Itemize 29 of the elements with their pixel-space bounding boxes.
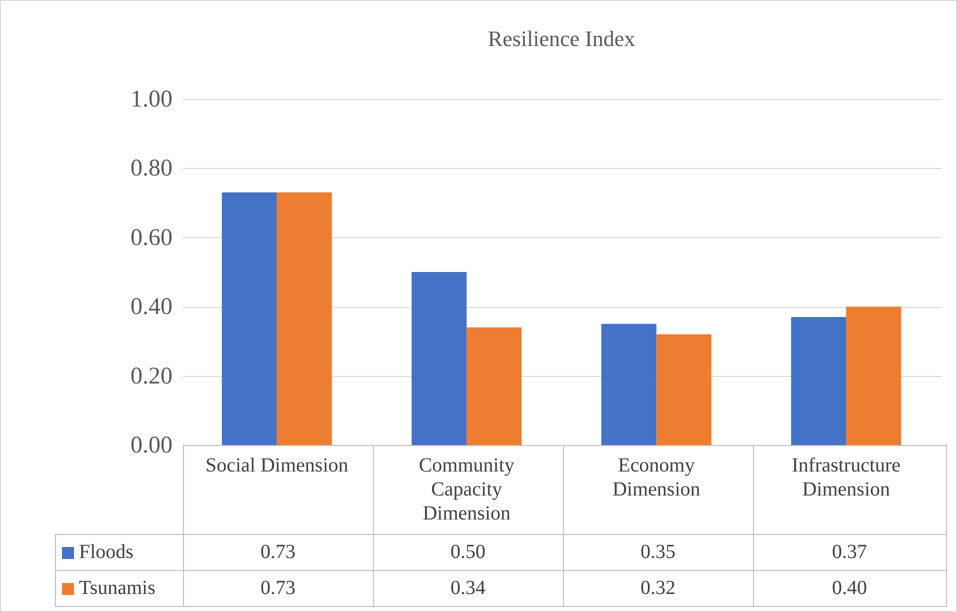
bar [276,192,332,445]
data-label: 0.40 [753,570,946,606]
y-tick-label: 0.80 [130,156,172,182]
chart-title: Resilience Index [488,26,636,51]
y-tick-label: 0.20 [130,363,172,390]
data-label: 0.35 [563,534,753,570]
bar [466,327,522,445]
data-label: 0.37 [753,534,946,570]
data-label: 0.34 [373,570,563,606]
bar [791,316,846,445]
legend-label: Floods [56,534,183,570]
y-tick-label: 1.00 [130,86,172,112]
x-tick-label: Infrastructure Dimension [792,454,901,500]
x-tick-label: Community Capacity Dimension [418,454,514,524]
y-tick-label: 0.40 [130,294,172,320]
bar [412,272,467,445]
bar [601,324,656,445]
data-label: 0.32 [563,570,753,606]
data-label: 0.73 [183,570,373,606]
x-tick-label: Economy Dimension [612,454,700,500]
y-tick-label: 0.60 [130,224,172,251]
legend-label: Tsunamis [56,570,183,606]
x-tick-label: Social Dimension [205,454,348,476]
bar [846,306,902,445]
y-tick-label: 0.00 [130,432,172,458]
data-label: 0.50 [373,534,563,570]
bar [222,192,277,445]
data-label: 0.73 [183,534,373,570]
bar [656,334,712,445]
